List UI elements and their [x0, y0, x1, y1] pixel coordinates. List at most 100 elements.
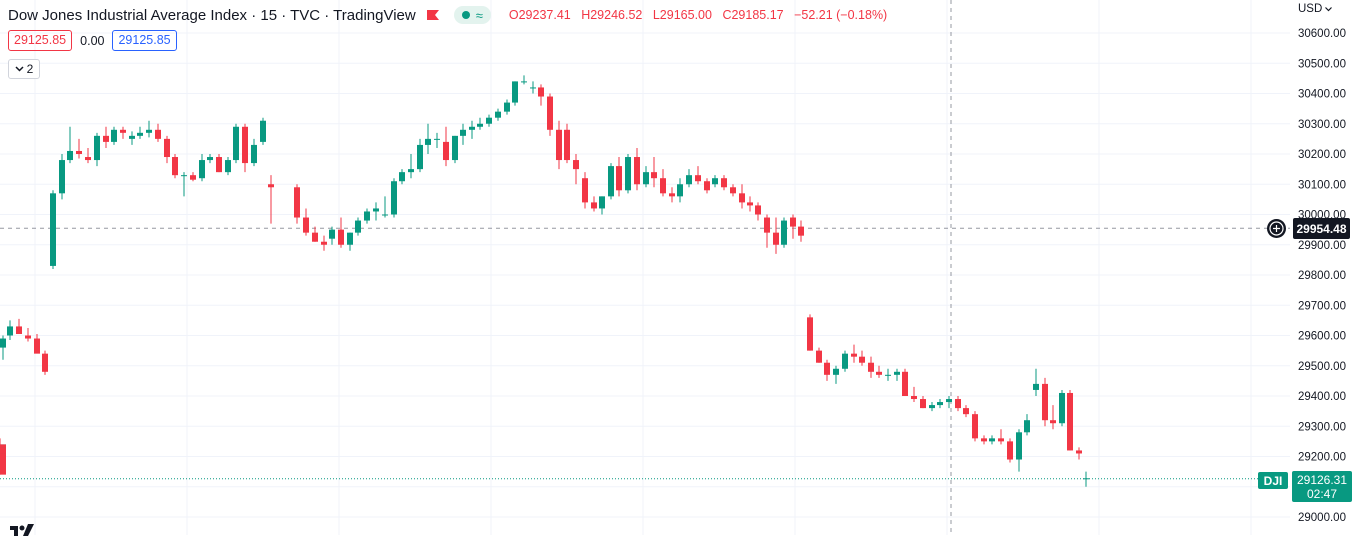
bullish-candle [712, 175, 718, 188]
candle-body [347, 232, 353, 245]
indicators-toggle-button[interactable]: 2 [8, 59, 40, 79]
bearish-candle [16, 318, 22, 334]
bearish-candle [798, 220, 804, 242]
bullish-candle [382, 196, 388, 218]
candle-body [712, 178, 718, 185]
candle-body [859, 356, 865, 363]
bullish-candle [59, 154, 65, 200]
ohlc-high: H29246.52 [581, 8, 643, 22]
candle-body [1067, 392, 1073, 451]
candle-body [643, 172, 649, 185]
market-status-badge[interactable]: ≈ [453, 6, 491, 24]
bullish-candle [233, 123, 239, 164]
add-alert-plus-icon[interactable] [1267, 219, 1286, 238]
candle-body [251, 144, 257, 164]
candle-body [338, 229, 344, 245]
bullish-candle [399, 169, 405, 185]
candle-body [425, 138, 431, 145]
price-tick-label: 29400.00 [1298, 391, 1346, 403]
indicators-count: 2 [26, 62, 34, 76]
bearish-candle [1050, 405, 1056, 430]
bearish-candle [312, 226, 318, 242]
bearish-candle [1067, 389, 1073, 451]
bullish-candle [504, 99, 510, 115]
market-status-symbol: ≈ [475, 7, 483, 23]
bearish-candle [164, 135, 170, 164]
candle-body [120, 129, 126, 133]
candle-body [207, 157, 213, 161]
price-tick-label: 30200.00 [1298, 149, 1346, 161]
bearish-candle [76, 138, 82, 159]
bullish-candle [260, 117, 266, 145]
bearish-candle [851, 344, 857, 363]
bearish-candle [790, 214, 796, 239]
bearish-candle [902, 368, 908, 396]
candle-body [460, 129, 466, 136]
candle-body [755, 205, 761, 215]
candle-body [842, 353, 848, 369]
bearish-candle [85, 147, 91, 164]
candle-body [85, 157, 91, 161]
symbol-title[interactable]: Dow Jones Industrial Average Index · 15 … [8, 6, 416, 24]
bullish-candle [111, 126, 117, 145]
bullish-candle [452, 135, 458, 164]
candle-body [816, 350, 822, 363]
bullish-candle [137, 126, 143, 139]
price-tick-label: 29500.00 [1298, 361, 1346, 373]
candle-body [268, 184, 274, 188]
price-tick-label: 30400.00 [1298, 89, 1346, 101]
candle-body [1042, 383, 1048, 421]
bullish-candle [512, 81, 518, 106]
crosshair-price-label: 29954.48 [1293, 218, 1350, 239]
tradingview-logo-icon[interactable] [8, 520, 36, 536]
chevron-down-icon [15, 66, 24, 72]
bullish-candle [434, 132, 440, 148]
price-tick-label: 29800.00 [1298, 270, 1346, 282]
symbol-price-tag: DJI [1258, 472, 1288, 489]
candle-body [25, 335, 31, 339]
bearish-candle [807, 314, 813, 351]
candle-body [242, 126, 248, 164]
bullish-candle [67, 126, 73, 164]
bullish-candle [0, 335, 6, 360]
price-grid [0, 0, 1290, 535]
price-tick-label: 29000.00 [1298, 512, 1346, 524]
bullish-candle [486, 114, 492, 127]
bearish-candle [547, 93, 553, 136]
candle-body [616, 166, 622, 191]
candle-body [199, 160, 205, 179]
candle-body [677, 184, 683, 197]
bearish-candle [338, 217, 344, 248]
candle-body [730, 187, 736, 194]
bearish-candle [616, 157, 622, 197]
price-tick-label: 29200.00 [1298, 452, 1346, 464]
bullish-candle [129, 131, 135, 145]
buy-button[interactable]: 29125.85 [112, 30, 177, 51]
candle-body [868, 362, 874, 372]
candle-body [773, 232, 779, 245]
candle-body [434, 138, 440, 140]
bullish-candle [225, 157, 231, 176]
last-price-label: 29126.31 02:47 [1292, 471, 1352, 502]
ohlc-low: L29165.00 [652, 8, 712, 22]
flag-icon[interactable] [426, 9, 440, 22]
bullish-candle [643, 166, 649, 188]
candle-body [34, 338, 40, 354]
currency-selector[interactable]: USD [1298, 3, 1333, 15]
bearish-candle [538, 84, 544, 106]
bearish-candle [721, 175, 727, 191]
candle-body [1059, 392, 1065, 424]
bearish-candle [876, 365, 882, 378]
sell-button[interactable]: 29125.85 [8, 30, 73, 51]
bullish-candle [1059, 389, 1065, 427]
candle-body [739, 193, 745, 203]
bullish-candle [937, 399, 943, 409]
bearish-candle [1042, 377, 1048, 427]
bearish-candle [0, 447, 6, 475]
bullish-candle [608, 163, 614, 200]
candle-body [355, 220, 361, 233]
candle-body [660, 178, 666, 194]
candle-body [573, 160, 579, 170]
candle-body [190, 175, 196, 180]
